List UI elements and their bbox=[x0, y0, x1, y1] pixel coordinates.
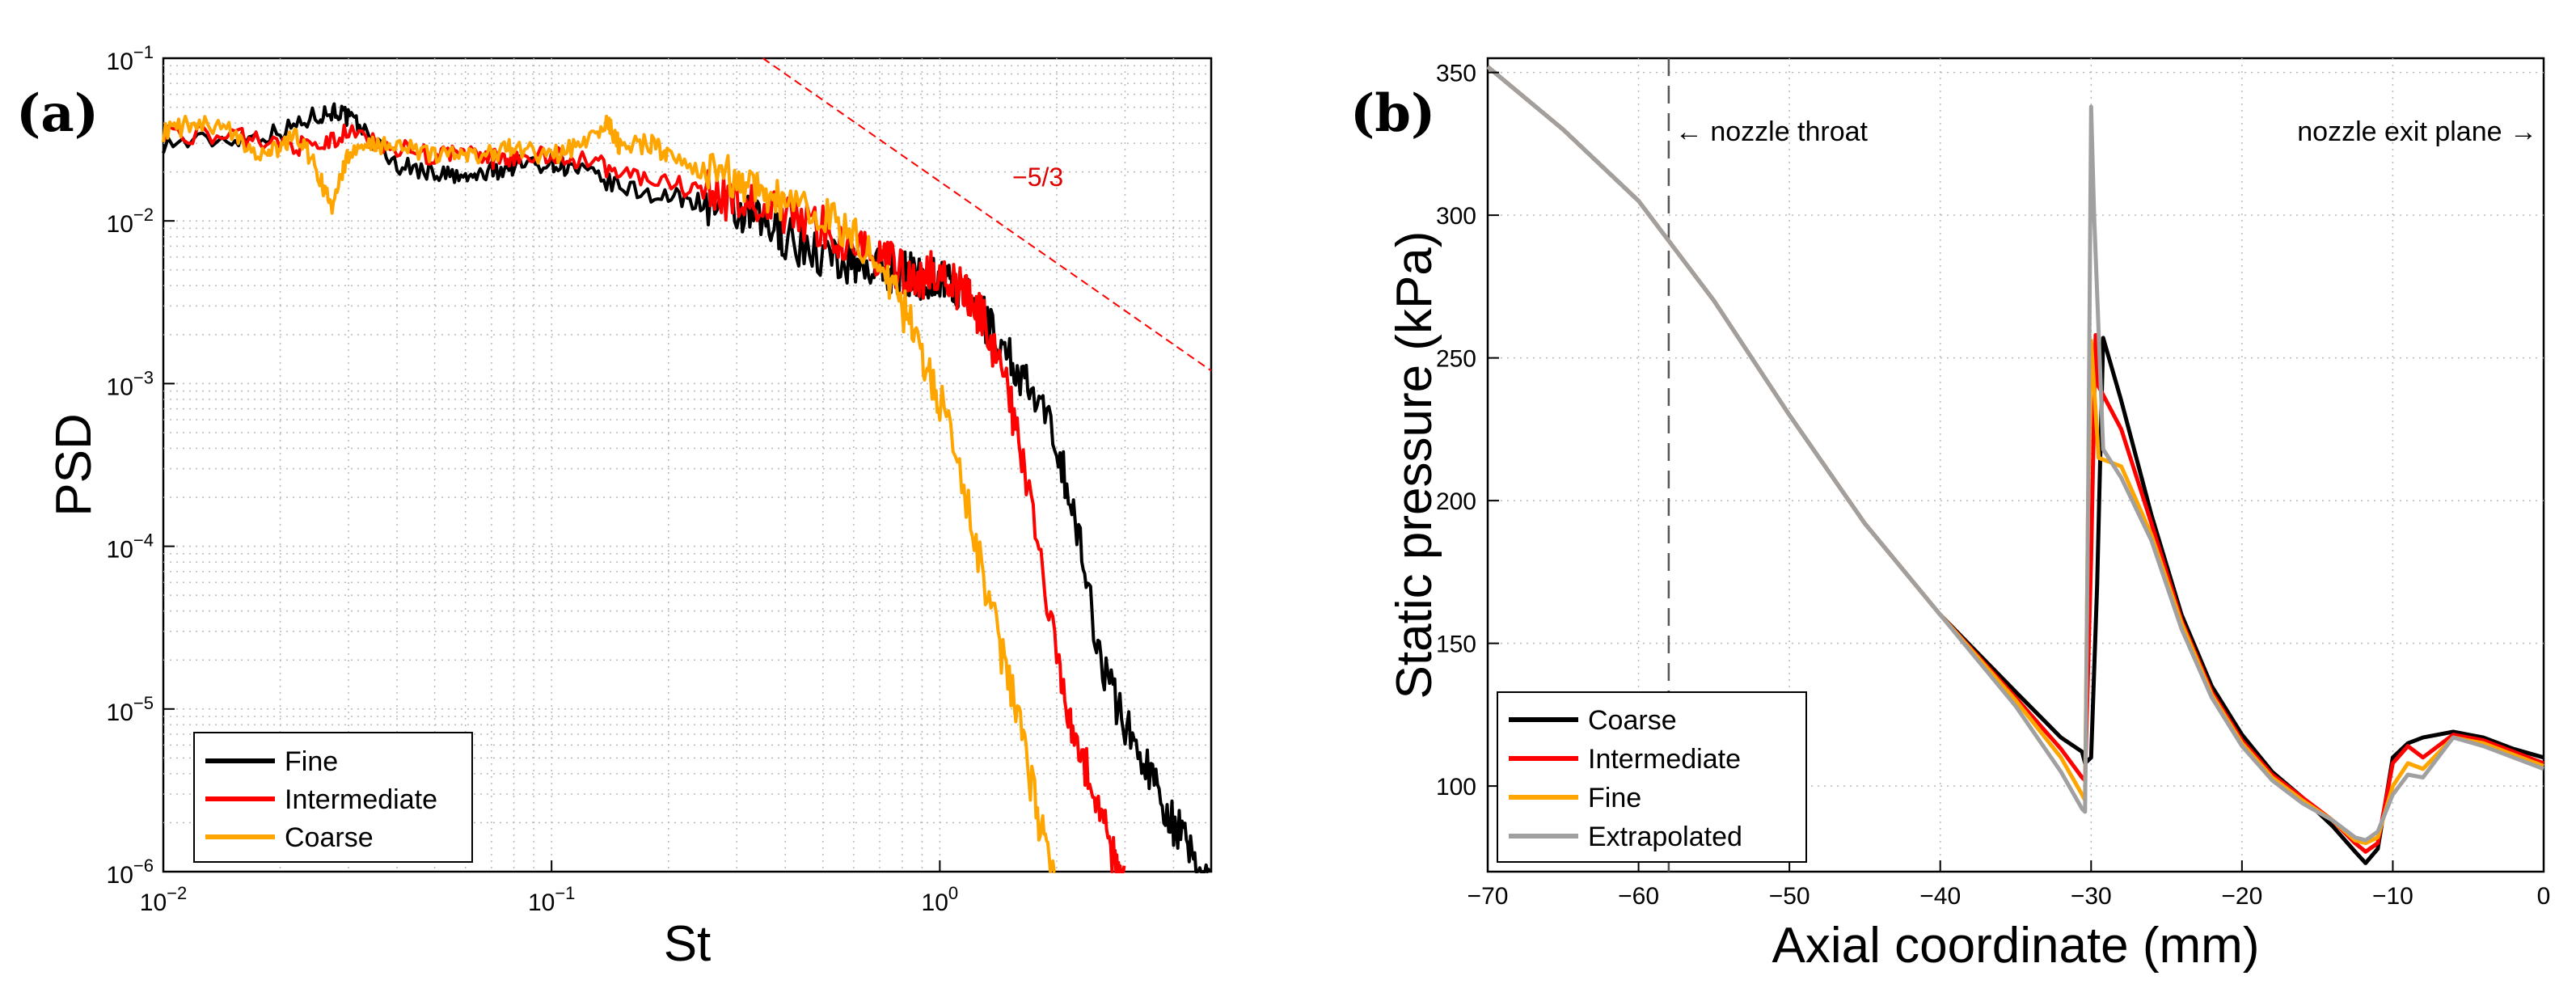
legend-item-fine: Fine bbox=[205, 746, 338, 777]
panel-a-psd-chart: (a) 10−2 10−1 10010−610−510−410−310−210−1 … bbox=[16, 42, 1213, 972]
panel-b-legend: Coarse Intermediate Fine Extrapolated bbox=[1497, 691, 1807, 863]
panel-b-axes-frame bbox=[1486, 57, 2545, 873]
panel-a-axes-frame bbox=[162, 57, 1213, 873]
panel-a-legend: Fine Intermediate Coarse bbox=[193, 732, 473, 863]
x-tick-label: 10−2 bbox=[140, 883, 187, 916]
legend-label-extrapolated: Extrapolated bbox=[1588, 822, 1742, 852]
legend-item-coarse: Coarse bbox=[205, 822, 374, 853]
panel-b-annotations: ← nozzle throat nozzle exit plane → bbox=[1667, 58, 2537, 872]
x-tick-label: −40 bbox=[1919, 883, 1961, 910]
x-tick-label: −20 bbox=[2221, 883, 2262, 910]
legend-label-intermediate: Intermediate bbox=[1588, 744, 1741, 775]
y-tick-label: 10−2 bbox=[107, 205, 154, 238]
panel-a-ylabel: PSD bbox=[46, 413, 102, 516]
nozzle-throat-label: ← nozzle throat bbox=[1675, 116, 1869, 147]
panel-a-label: (a) bbox=[16, 83, 99, 144]
x-tick-label: −70 bbox=[1467, 883, 1509, 910]
slope-reference-line bbox=[762, 57, 1212, 372]
legend-label-coarse: Coarse bbox=[1588, 705, 1677, 736]
panel-b-grid bbox=[1488, 58, 2544, 872]
nozzle-exit-label: nozzle exit plane → bbox=[2297, 116, 2537, 147]
x-tick-label: 10−1 bbox=[528, 883, 575, 916]
panel-b-series bbox=[1486, 65, 2544, 865]
series-line-coarse bbox=[162, 114, 1056, 873]
legend-label-intermediate: Intermediate bbox=[285, 784, 437, 815]
y-tick-label: 10−1 bbox=[107, 42, 154, 75]
legend-item-fine: Fine bbox=[1509, 783, 1641, 813]
panel-a-reference-line bbox=[762, 57, 1212, 372]
y-tick-label: 350 bbox=[1436, 61, 1476, 87]
x-tick-label: 100 bbox=[922, 883, 959, 916]
panel-b-xlabel: Axial coordinate (mm) bbox=[1772, 918, 2260, 974]
panel-b-ylabel: Static pressure (kPa) bbox=[1387, 231, 1442, 699]
y-tick-label: 300 bbox=[1436, 203, 1476, 230]
x-tick-label: −50 bbox=[1769, 883, 1810, 910]
panel-a-slope-label: −5/3 bbox=[1012, 163, 1063, 192]
panel-a-series bbox=[162, 102, 1212, 873]
panel-a-grid bbox=[163, 58, 1211, 872]
legend-item-coarse: Coarse bbox=[1509, 705, 1677, 736]
series-line-fine bbox=[162, 102, 1212, 873]
x-tick-label: 0 bbox=[2537, 883, 2551, 910]
y-tick-label: 10−6 bbox=[107, 855, 154, 889]
legend-label-fine: Fine bbox=[1588, 783, 1641, 813]
panel-a-xlabel: St bbox=[664, 916, 712, 972]
x-tick-label: −30 bbox=[2071, 883, 2112, 910]
y-tick-label: 200 bbox=[1436, 488, 1476, 515]
y-tick-label: 10−5 bbox=[107, 693, 154, 726]
legend-label-coarse: Coarse bbox=[285, 822, 374, 853]
legend-item-intermediate: Intermediate bbox=[1509, 744, 1741, 775]
y-tick-label: 10−3 bbox=[107, 367, 154, 400]
x-tick-label: −60 bbox=[1618, 883, 1659, 910]
y-tick-label: 250 bbox=[1436, 346, 1476, 373]
y-tick-label: 10−4 bbox=[107, 530, 154, 564]
x-tick-label: −10 bbox=[2372, 883, 2413, 910]
panel-b-ticks: −70 −60 −50 −40 −30 −20 −10 0 100 150 200 250 300 350 bbox=[1436, 61, 2550, 910]
legend-item-intermediate: Intermediate bbox=[205, 784, 437, 815]
legend-item-extrapolated: Extrapolated bbox=[1509, 822, 1742, 852]
legend-label-fine: Fine bbox=[285, 746, 338, 777]
y-tick-label: 150 bbox=[1436, 632, 1476, 658]
y-tick-label: 100 bbox=[1436, 774, 1476, 801]
panel-b-label: (b) bbox=[1350, 83, 1435, 144]
panel-a-ticks: 10−2 10−1 100 10−6 10−5 10−4 10−3 10−2 10−1 bbox=[107, 42, 959, 916]
panel-b-pressure-chart: (b) ← nozzle throat nozzle exit plane → … bbox=[1350, 57, 2550, 974]
series-line-extrapolated bbox=[1486, 65, 2544, 843]
